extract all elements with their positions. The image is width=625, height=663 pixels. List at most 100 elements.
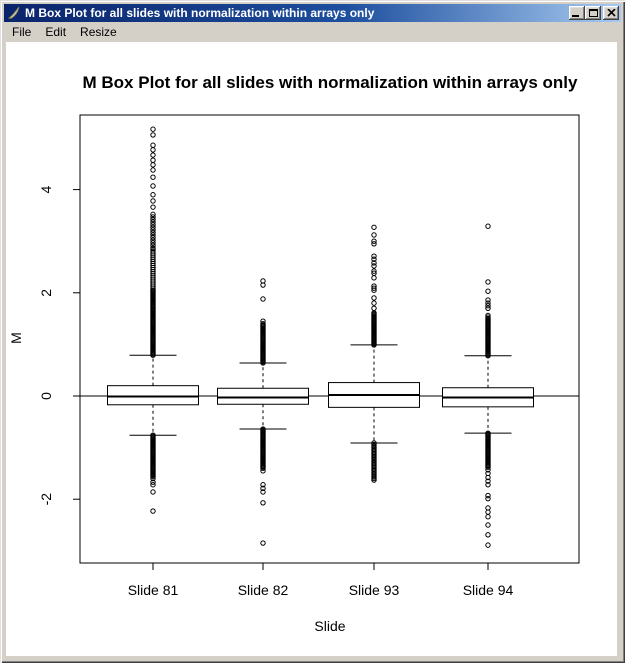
outlier-point xyxy=(260,482,266,488)
outlier-point xyxy=(485,532,491,538)
maximize-button[interactable] xyxy=(585,6,601,20)
outlier-point xyxy=(485,303,491,309)
title-bar[interactable]: M Box Plot for all slides with normaliza… xyxy=(4,4,621,22)
outlier-point xyxy=(260,465,266,471)
close-button[interactable] xyxy=(603,6,619,20)
outlier-point xyxy=(485,305,491,311)
outlier-point xyxy=(371,260,377,266)
box xyxy=(217,387,309,405)
outlier-point xyxy=(150,174,156,180)
outlier-point xyxy=(150,245,156,251)
outlier-point xyxy=(371,238,377,244)
outlier-point xyxy=(150,240,156,246)
outlier-point xyxy=(371,275,377,281)
menu-item-file[interactable]: File xyxy=(12,25,32,39)
outlier-point xyxy=(485,514,491,520)
outlier-point xyxy=(260,296,266,302)
outlier-point xyxy=(150,211,156,218)
outlier-point xyxy=(150,198,156,204)
plot-client-area xyxy=(6,42,617,656)
outlier-point xyxy=(371,263,377,269)
menu-item-resize[interactable]: Resize xyxy=(80,25,117,39)
outlier-point xyxy=(485,522,491,528)
outlier-point xyxy=(371,224,377,230)
outlier-point xyxy=(485,495,491,502)
outlier-point xyxy=(485,223,491,229)
outlier-point xyxy=(260,278,266,284)
outlier-point xyxy=(371,283,377,289)
outlier-point xyxy=(371,270,377,276)
outlier-point xyxy=(260,489,266,495)
outlier-point xyxy=(150,142,156,148)
x-axis-tick-label: Slide 94 xyxy=(463,582,514,598)
outlier-point xyxy=(150,482,156,488)
app-icon-quill xyxy=(8,6,20,20)
outlier-point xyxy=(150,237,156,243)
outlier-point xyxy=(260,485,266,492)
outlier-point xyxy=(485,279,491,285)
maximize-icon xyxy=(588,9,598,17)
outlier-point xyxy=(150,157,156,163)
outlier-point xyxy=(371,477,377,483)
menu-bar: File Edit Resize xyxy=(4,23,621,41)
x-axis-tick-label: Slide 93 xyxy=(349,582,400,598)
outlier-point xyxy=(150,242,156,249)
outlier-point xyxy=(485,316,491,323)
outlier-point xyxy=(371,268,377,274)
outlier-point xyxy=(150,232,156,238)
outlier-point xyxy=(485,482,491,488)
outlier-point xyxy=(485,464,491,470)
outlier-point xyxy=(485,542,491,548)
y-axis-tick-label: 4 xyxy=(38,185,54,193)
outlier-point xyxy=(150,152,156,158)
minimize-icon xyxy=(572,15,579,17)
x-axis-title: Slide xyxy=(314,618,345,634)
outlier-point xyxy=(150,227,156,233)
outlier-point xyxy=(371,310,377,316)
outlier-point xyxy=(371,256,377,262)
outlier-point xyxy=(485,474,491,481)
outlier-point xyxy=(150,234,156,241)
outlier-point xyxy=(485,478,491,484)
outlier-point xyxy=(485,297,491,303)
outlier-point xyxy=(371,305,377,311)
outlier-point xyxy=(485,288,491,294)
outlier-point xyxy=(260,500,266,506)
outlier-point xyxy=(150,126,156,132)
outlier-point xyxy=(150,214,156,220)
x-axis-tick-label: Slide 82 xyxy=(238,582,289,598)
y-axis-tick-label: -2 xyxy=(38,493,54,506)
outlier-point xyxy=(150,248,156,254)
outlier-point xyxy=(260,321,266,327)
outlier-point xyxy=(150,147,156,153)
outlier-point xyxy=(150,216,156,223)
outlier-point xyxy=(371,232,377,238)
outlier-point xyxy=(371,253,377,259)
menu-item-edit[interactable]: Edit xyxy=(45,25,67,39)
y-axis-title: M xyxy=(8,332,24,344)
outlier-point xyxy=(150,221,156,228)
plot-border xyxy=(79,114,580,564)
box xyxy=(107,385,199,406)
outlier-point xyxy=(150,167,156,173)
outlier-point xyxy=(371,285,377,291)
outlier-point xyxy=(260,540,266,546)
outlier-point xyxy=(371,295,377,301)
outlier-point xyxy=(371,300,377,306)
chart-title: M Box Plot for all slides with normaliza… xyxy=(83,73,579,92)
y-axis-tick-label: 2 xyxy=(38,289,54,297)
y-axis-tick-label: 0 xyxy=(38,392,54,400)
outlier-point xyxy=(485,492,491,499)
outlier-point xyxy=(150,229,156,236)
outlier-point xyxy=(150,132,156,138)
window-title: M Box Plot for all slides with normaliza… xyxy=(25,6,375,20)
minimize-button[interactable] xyxy=(569,6,585,20)
outlier-point xyxy=(150,224,156,230)
outlier-point xyxy=(150,219,156,225)
outlier-point xyxy=(371,241,377,247)
x-axis-tick-label: Slide 81 xyxy=(128,582,179,598)
close-icon xyxy=(606,9,616,17)
boxplot-canvas: M Box Plot for all slides with normaliza… xyxy=(8,73,580,634)
outlier-point xyxy=(150,192,156,198)
